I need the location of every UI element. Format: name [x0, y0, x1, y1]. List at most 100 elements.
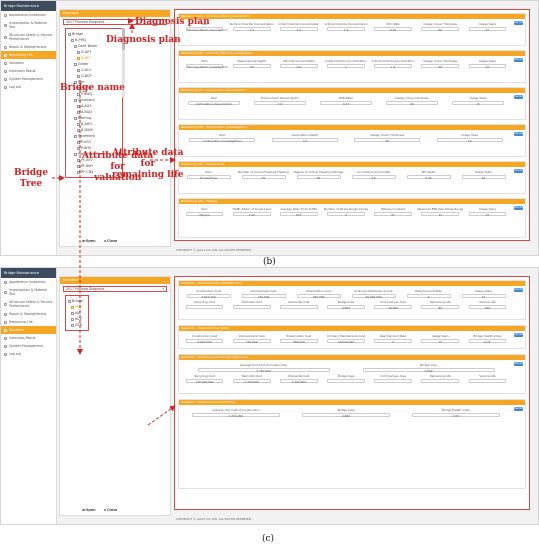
calculate-button[interactable]: Calculate [514, 21, 526, 25]
attribute-input[interactable]: Carbonation (Assumption) [187, 101, 241, 106]
tree-node-checkbox[interactable] [71, 317, 74, 321]
tree-node-checkbox[interactable] [77, 146, 80, 150]
open-button[interactable]: Open [82, 239, 96, 243]
tree-node[interactable]: D-BFL [68, 55, 120, 61]
close-button[interactable]: Close [103, 508, 117, 512]
tree-node-checkbox[interactable] [71, 323, 74, 327]
nav-item[interactable]: Indicators Result [1, 334, 56, 342]
tree-node-checkbox[interactable] [77, 104, 80, 108]
attribute-input[interactable]: 16,000 [374, 305, 412, 310]
attribute-input[interactable]: 15 [461, 175, 506, 180]
attribute-input[interactable]: 360,000 [280, 339, 318, 344]
tree-node-checkbox[interactable] [77, 110, 80, 114]
attribute-input[interactable]: 90 [296, 175, 341, 180]
attribute-input[interactable] [232, 305, 271, 309]
calculate-button[interactable]: Calculate [514, 132, 526, 136]
attribute-input[interactable]: 0.45 [374, 27, 412, 32]
attribute-input[interactable]: 15 [436, 138, 503, 143]
tree-node-checkbox[interactable] [77, 74, 80, 78]
attribute-input[interactable]: 4,821,000 [185, 339, 224, 344]
attribute-input[interactable]: 1 [327, 64, 365, 69]
attribute-input[interactable]: 4,800 [327, 305, 365, 310]
attribute-input[interactable]: Chloride Attack (Assumption) [185, 27, 228, 32]
nav-item[interactable]: Valuation [1, 59, 56, 67]
attribute-input[interactable]: 87 [374, 212, 412, 217]
attribute-input[interactable]: 720,000 [241, 294, 286, 299]
attribute-input[interactable]: 0.6 [280, 64, 318, 69]
tree-node-checkbox[interactable] [77, 164, 80, 168]
attribute-input[interactable]: 50 [354, 138, 421, 143]
attribute-input[interactable]: 15 [468, 64, 507, 69]
attribute-input[interactable] [280, 305, 318, 309]
tree-node-checkbox[interactable] [74, 80, 77, 84]
attribute-input[interactable]: 50 [385, 101, 439, 106]
attribute-input[interactable]: 0.47 [319, 101, 373, 106]
attribute-input[interactable]: 85 [421, 305, 460, 310]
tree-scrollbar[interactable] [122, 28, 125, 98]
tree-node[interactable]: Bearing [68, 115, 120, 121]
attribute-input[interactable]: Carbonation (Investigation) [189, 138, 256, 143]
attribute-input[interactable]: 15 [421, 212, 460, 217]
close-button[interactable]: Close [103, 239, 117, 243]
calculate-button[interactable]: Calculate [514, 58, 526, 62]
attribute-input[interactable]: 1.6 [253, 101, 307, 106]
tree-node-checkbox[interactable] [77, 158, 80, 162]
attribute-input[interactable]: 0.25 [412, 413, 500, 418]
attribute-input[interactable]: 4 [327, 212, 365, 217]
attribute-input[interactable]: 4,821,000 [186, 294, 231, 299]
attribute-input[interactable]: 4.5 [351, 175, 396, 180]
nav-item[interactable]: Log out [1, 350, 56, 358]
diagnosis-plan-select[interactable]: 2017 Planned Diagnosis ▾ [63, 286, 167, 292]
tree-node[interactable]: Abutment [68, 97, 120, 103]
attribute-input[interactable]: 1,750,000 [192, 413, 280, 418]
tree-node[interactable]: B-PMQ [68, 37, 120, 43]
attribute-input[interactable]: 15 [468, 212, 507, 217]
nav-item[interactable]: Valuation [1, 326, 56, 334]
tree-node-checkbox[interactable] [74, 44, 77, 48]
attribute-input[interactable]: 10 [271, 138, 338, 143]
tree-node-checkbox[interactable] [77, 170, 80, 174]
attribute-input[interactable]: 1,300,000 [232, 379, 271, 384]
tree-node-checkbox[interactable] [68, 32, 71, 36]
attribute-input[interactable]: 4 [374, 339, 412, 344]
tree-node[interactable]: PMQ [68, 304, 86, 310]
calculate-button[interactable]: Calculate [514, 288, 526, 292]
tree-node-checkbox[interactable] [77, 68, 80, 72]
nav-item[interactable]: System Management [1, 75, 56, 83]
attribute-input[interactable]: 1.2 [374, 64, 412, 69]
attribute-input[interactable]: 4,800 [302, 413, 390, 418]
tree-node[interactable]: Girder [68, 61, 120, 67]
nav-item[interactable]: Repair & Strengthening [1, 43, 56, 51]
attribute-input[interactable]: 4 [406, 294, 451, 299]
tree-node[interactable]: Pavement [68, 133, 120, 139]
tree-node[interactable]: DTB [68, 322, 86, 328]
nav-item[interactable]: Remaining Life [1, 51, 56, 59]
attribute-input[interactable]: 0.25 [468, 339, 507, 344]
tree-node-checkbox[interactable] [74, 98, 77, 102]
attribute-input[interactable]: 360,000 [296, 294, 341, 299]
nav-item[interactable]: Appearance Inspection [1, 11, 56, 19]
tree-node-checkbox[interactable] [71, 305, 74, 309]
attribute-input[interactable] [374, 379, 412, 383]
attribute-input[interactable]: 877 [280, 212, 318, 217]
calculate-button[interactable]: Calculate [514, 333, 526, 337]
attribute-input[interactable]: 100 [468, 305, 507, 310]
tree-node-checkbox[interactable] [77, 50, 80, 54]
attribute-input[interactable]: 50 [421, 27, 460, 32]
attribute-input[interactable] [185, 305, 224, 309]
attribute-input[interactable]: 1,300,000 [280, 379, 318, 384]
tree-node-checkbox[interactable] [77, 128, 80, 132]
tree-node-checkbox[interactable] [74, 134, 77, 138]
calculate-button[interactable]: Calculate [514, 169, 526, 173]
attribute-input[interactable]: 1.2 [280, 27, 318, 32]
calculate-button[interactable]: Calculate [514, 407, 526, 411]
tree-node-checkbox[interactable] [71, 38, 74, 42]
attribute-input[interactable]: Freeze-thaw [186, 175, 231, 180]
nav-item[interactable]: Log out [1, 83, 56, 91]
attribute-input[interactable]: 20,000,000 [327, 339, 365, 344]
tree-node[interactable]: G-BCP [68, 73, 120, 79]
tree-node[interactable]: D-AEY [68, 49, 120, 55]
calculate-button[interactable]: Calculate [514, 95, 526, 99]
nav-item[interactable]: Indicators Result [1, 67, 56, 75]
attribute-input[interactable]: 15 [451, 101, 505, 106]
